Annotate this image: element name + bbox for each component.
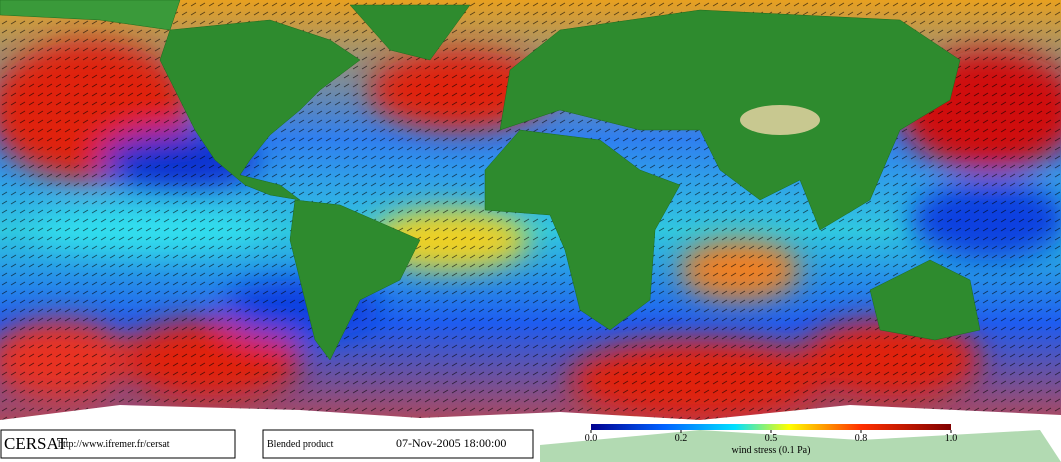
colorbar-tick-label: 1.0 (945, 433, 958, 444)
source-url: http://www.ifremer.fr/cersat (58, 439, 170, 450)
colorbar-tick-label: 0.0 (585, 433, 598, 444)
source-box (0, 429, 236, 459)
antarctica-relief (540, 430, 1061, 462)
logo: CERSAT (4, 434, 68, 453)
colorbar-tick-label: 0.8 (855, 433, 868, 444)
colorbar-tick-label: 0.5 (765, 433, 778, 444)
product-date: 07-Nov-2005 18:00:00 (396, 436, 506, 450)
colorbar-label: wind stress (0.1 Pa) (732, 445, 811, 456)
continents (0, 0, 981, 361)
product-box (262, 429, 534, 459)
product-name: Blended product (267, 439, 334, 450)
colorbar-tick-label: 0.2 (675, 433, 688, 444)
colorbar (591, 424, 951, 430)
